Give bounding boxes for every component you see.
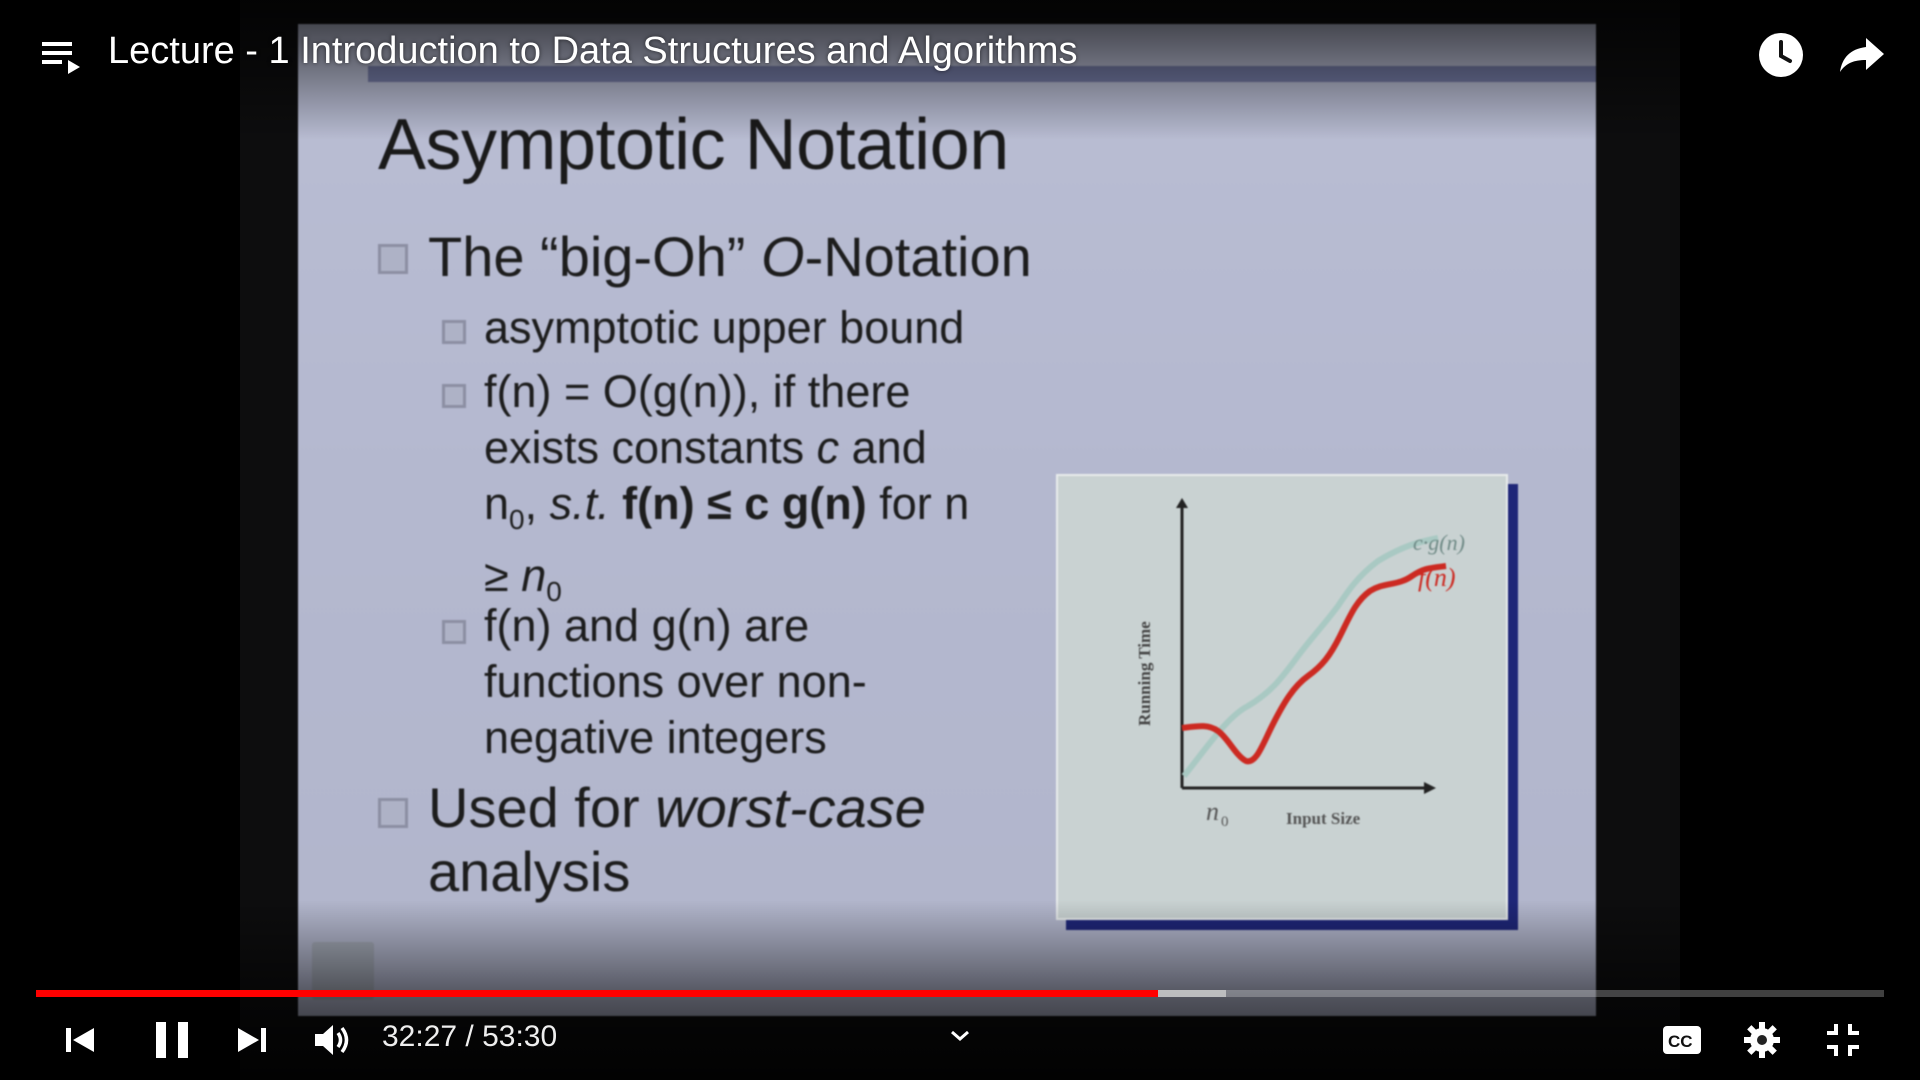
- exit-fullscreen-button[interactable]: [1818, 1016, 1868, 1064]
- svg-text:CC: CC: [1668, 1032, 1693, 1051]
- time-total: 53:30: [482, 1020, 558, 1053]
- gear-icon: [1744, 1022, 1780, 1058]
- graph-x-axis-arrow: [1424, 782, 1436, 794]
- slide-subbullet-upper-bound: asymptotic upper bound: [442, 300, 964, 356]
- pause-button[interactable]: [144, 1016, 200, 1064]
- volume-button[interactable]: [308, 1016, 358, 1064]
- watch-later-button[interactable]: [1756, 30, 1806, 80]
- pause-icon: [156, 1022, 188, 1058]
- previous-button[interactable]: [56, 1016, 104, 1064]
- settings-button[interactable]: [1738, 1016, 1786, 1064]
- clock-icon: [1759, 33, 1803, 77]
- time-display: 32:27 / 53:30: [382, 1020, 557, 1054]
- graph-y-axis-arrow: [1176, 498, 1188, 508]
- share-button[interactable]: [1836, 30, 1888, 80]
- skip-next-icon: [238, 1028, 266, 1052]
- playlist-icon: [42, 42, 80, 74]
- skip-previous-icon: [66, 1028, 94, 1052]
- bullet-box: [378, 798, 408, 828]
- progress-bar[interactable]: [36, 990, 1884, 997]
- slide-bullet-worst-case: Used for worst-case analysis: [378, 776, 1028, 904]
- slide-subbullet-functions: f(n) and g(n) are functions over non-neg…: [442, 598, 984, 766]
- curve-lower-label: f(n): [1418, 563, 1456, 592]
- progress-played: [36, 990, 1158, 997]
- captions-button[interactable]: CC: [1658, 1016, 1706, 1064]
- share-arrow-icon: [1840, 38, 1884, 72]
- slide-subbullet-definition: f(n) = O(g(n)), if there exists constant…: [442, 364, 1044, 620]
- cc-icon: CC: [1663, 1026, 1701, 1054]
- volume-icon: [315, 1025, 349, 1055]
- bullet-box: [442, 384, 466, 408]
- chevron-down-icon: [951, 1030, 969, 1041]
- graph-n0-label: n: [1206, 797, 1219, 826]
- bullet-box: [442, 320, 466, 344]
- lecture-slide: Asymptotic Notation The “big-Oh” O-Notat…: [298, 24, 1596, 1016]
- big-oh-graph: c·g(n) f(n) Running Time Input Size n 0: [1056, 474, 1508, 920]
- curve-upper: [1181, 535, 1439, 778]
- graph-n0-subscript: 0: [1221, 814, 1229, 830]
- exit-fullscreen-icon: [1827, 1024, 1859, 1056]
- curve-upper-label: c·g(n): [1413, 530, 1465, 555]
- chapter-chevron-button[interactable]: [944, 1016, 976, 1056]
- top-gradient: [0, 0, 1920, 140]
- bullet-box: [442, 620, 466, 644]
- playlist-button[interactable]: [38, 34, 84, 80]
- graph-x-label: Input Size: [1286, 809, 1361, 828]
- curve-lower: [1181, 563, 1447, 765]
- time-separator: /: [457, 1020, 483, 1053]
- time-current: 32:27: [382, 1020, 458, 1053]
- video-title[interactable]: Lecture - 1 Introduction to Data Structu…: [108, 30, 1078, 72]
- graph-y-label: Running Time: [1135, 621, 1154, 726]
- bullet-box: [378, 244, 408, 274]
- next-button[interactable]: [228, 1016, 276, 1064]
